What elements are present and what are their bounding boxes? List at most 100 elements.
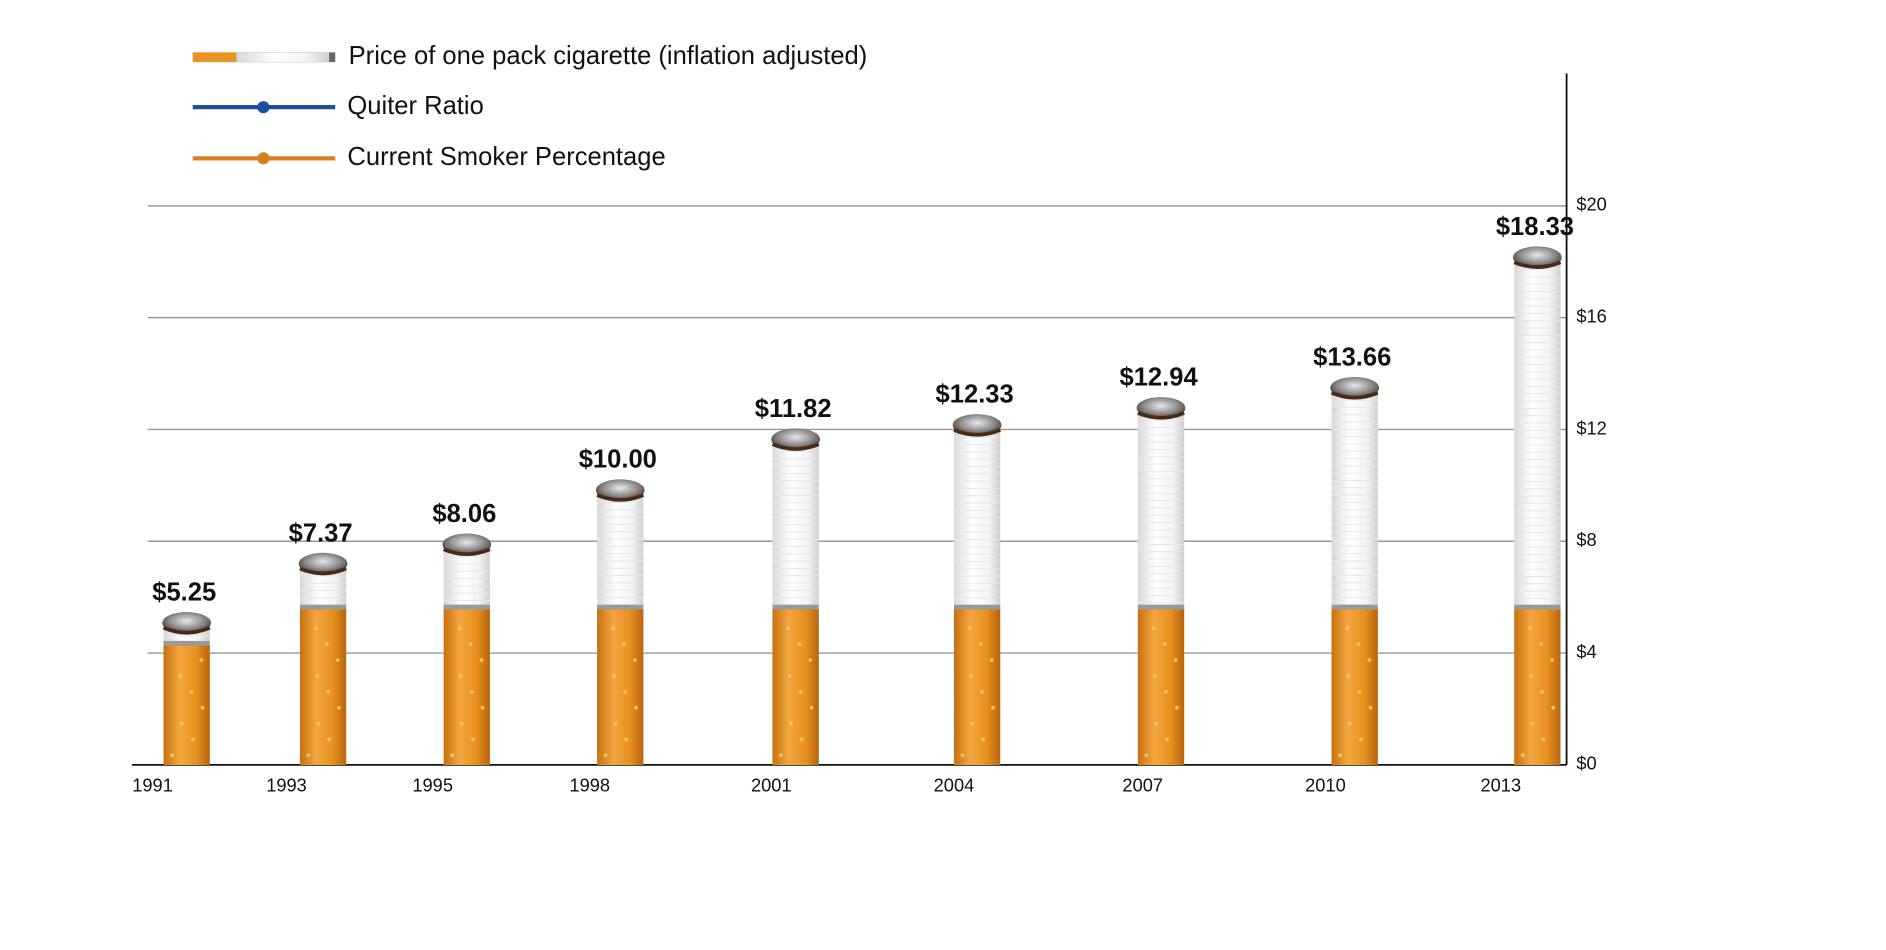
legend: Price of one pack cigarette (inflation a…	[192, 42, 867, 171]
legend-marker	[257, 152, 270, 165]
ember	[299, 566, 347, 576]
filter-speck	[611, 626, 615, 631]
filter-band	[299, 604, 347, 610]
filter-speck	[808, 658, 813, 662]
filter-speck	[326, 689, 330, 694]
legend-swatch-paper	[236, 52, 330, 63]
x-tick-label: 2013	[1481, 775, 1522, 796]
filter-speck	[1520, 753, 1525, 757]
filter-speck	[313, 626, 318, 631]
filter-speck	[1539, 642, 1543, 647]
filter-speck	[612, 674, 616, 678]
cigarette	[1330, 376, 1380, 765]
filter-speck	[788, 721, 793, 726]
ember	[162, 626, 211, 635]
y-tick-label: $0	[1576, 753, 1596, 774]
filter-speck	[1175, 705, 1179, 710]
value-label: $18.33	[1496, 213, 1574, 241]
filter-band	[443, 604, 490, 610]
filter-speck	[450, 753, 454, 757]
filter-speck	[799, 737, 804, 742]
filter-speck	[480, 705, 485, 710]
filter-speck	[786, 626, 791, 631]
y-tick-label: $16	[1576, 305, 1606, 326]
value-label: $7.37	[289, 519, 353, 547]
filter-speck	[1164, 689, 1168, 694]
filter-speck	[967, 626, 972, 631]
legend-marker	[257, 101, 270, 114]
filter-speck	[1358, 737, 1363, 742]
filter-speck	[981, 737, 986, 742]
ash	[442, 533, 492, 556]
y-tick-label: $12	[1576, 417, 1606, 438]
ember	[596, 493, 645, 502]
filter-speck	[1356, 642, 1361, 647]
filter-speck	[980, 689, 984, 694]
filter	[163, 644, 210, 765]
filter-speck	[1529, 674, 1534, 678]
filter-speck	[1154, 721, 1158, 726]
ash	[771, 428, 820, 451]
ember	[771, 442, 820, 451]
filter-speck	[634, 705, 638, 710]
ember	[1513, 260, 1562, 269]
x-tick-label: 1991	[132, 775, 173, 796]
filter-speck	[170, 753, 174, 757]
filter-speck	[1551, 705, 1556, 710]
cigarette	[442, 533, 492, 765]
filter-speck	[779, 753, 783, 757]
ash	[162, 612, 212, 634]
filter-speck	[1368, 705, 1373, 710]
filter-speck	[1541, 737, 1546, 742]
filter-speck	[1165, 737, 1169, 742]
filter-speck	[622, 642, 626, 647]
filter-speck	[315, 674, 319, 678]
filter-speck	[471, 737, 475, 742]
filter	[1514, 608, 1561, 765]
filter-speck	[327, 737, 331, 742]
x-tick-label: 2004	[934, 775, 975, 796]
legend-label: Quiter Ratio	[347, 92, 483, 120]
filter-speck	[1357, 689, 1362, 694]
cigarette	[1136, 397, 1186, 765]
filter-band	[163, 640, 210, 646]
filter-speck	[613, 721, 618, 726]
filter	[299, 608, 347, 765]
filter-speck	[1144, 753, 1149, 757]
plot-area: $0 $4 $8 $12 $16 $20 1991 $5.25 1993 $7.37 1995 $8.…	[131, 73, 1607, 796]
filter-band	[1137, 604, 1185, 610]
filter-speck	[1345, 626, 1350, 631]
filter-speck	[1347, 721, 1352, 726]
filter-speck	[1153, 674, 1157, 678]
ash	[1513, 246, 1562, 269]
filter-band	[772, 604, 819, 610]
filter-speck	[989, 658, 994, 662]
filter-speck	[1530, 721, 1535, 726]
filter-speck	[468, 642, 473, 647]
filter	[1331, 608, 1378, 765]
filter	[772, 608, 819, 765]
filter-speck	[624, 737, 629, 742]
filter-speck	[178, 674, 183, 678]
value-label: $10.00	[579, 446, 657, 474]
filter-speck	[623, 689, 627, 694]
x-tick-label: 1993	[266, 775, 307, 796]
ember	[1137, 411, 1185, 420]
y-tick-label: $20	[1576, 194, 1606, 215]
filter-speck	[798, 689, 803, 694]
filter-speck	[1528, 626, 1532, 631]
filter-speck	[1367, 658, 1372, 662]
filter	[953, 608, 1001, 765]
x-tick-label: 2010	[1305, 775, 1346, 796]
value-label: $11.82	[755, 395, 832, 423]
filter-speck	[1162, 642, 1167, 647]
filter-speck	[479, 658, 484, 662]
value-label: $12.94	[1119, 364, 1198, 392]
legend-swatch-filter	[192, 52, 237, 63]
legend-label: Current Smoker Percentage	[347, 143, 665, 171]
filter	[1137, 608, 1185, 765]
x-tick-label: 2001	[751, 775, 792, 796]
x-tick-label: 2007	[1122, 775, 1163, 796]
x-tick-label: 1995	[412, 775, 453, 796]
